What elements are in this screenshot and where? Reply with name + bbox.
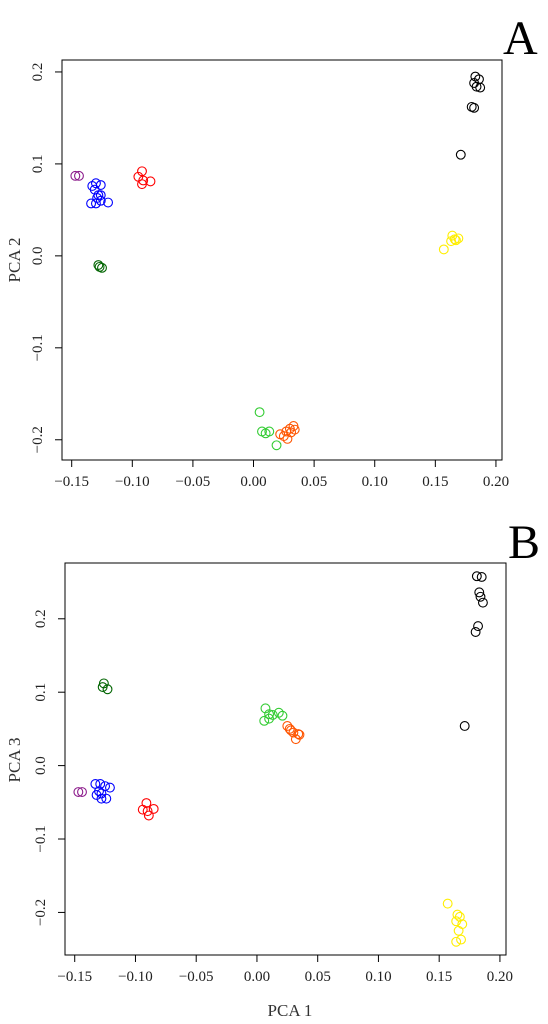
y-tick-label: 0.0	[33, 756, 49, 775]
data-point	[259, 715, 270, 726]
data-point	[438, 244, 449, 255]
x-tick-label: −0.15	[54, 474, 89, 490]
data-point	[148, 803, 159, 814]
data-point	[142, 806, 153, 817]
data-point	[451, 916, 462, 927]
y-tick-label: 0.1	[33, 683, 49, 702]
x-axis-label: PCA 1	[268, 1001, 313, 1020]
data-point	[137, 179, 147, 190]
x-tick-label: −0.10	[115, 474, 150, 490]
data-point	[90, 178, 101, 189]
y-tick-label: −0.2	[30, 426, 46, 453]
y-tick-label: 0.2	[30, 63, 46, 82]
data-point	[451, 936, 462, 947]
data-point	[475, 82, 486, 93]
data-point	[456, 934, 466, 945]
data-point	[264, 709, 275, 720]
data-point	[273, 707, 284, 718]
x-tick-label: 0.10	[362, 474, 388, 490]
x-tick-label: 0.15	[426, 969, 452, 985]
data-point	[471, 571, 482, 582]
data-point	[286, 427, 297, 438]
y-tick-label: 0.1	[30, 155, 46, 174]
data-point	[105, 782, 115, 793]
data-point	[77, 787, 87, 797]
x-tick-label: −0.05	[176, 474, 211, 490]
x-tick-label: 0.20	[487, 969, 513, 985]
data-point	[284, 723, 295, 734]
panel-a: A −0.15 −0.10 −0.05 0.00 0.05 0.10 0.15 0.20−0.…	[5, 12, 538, 490]
data-point	[102, 684, 113, 695]
y-tick-label: 0.2	[33, 609, 49, 628]
data-point	[453, 233, 464, 244]
panel-b-label: B	[508, 516, 540, 569]
data-point	[452, 909, 463, 920]
data-point	[95, 195, 106, 206]
data-point	[473, 621, 484, 632]
data-point	[470, 627, 481, 637]
data-point	[290, 734, 301, 745]
data-point	[254, 407, 265, 418]
plot-area: −0.15 −0.10 −0.05 0.00 0.05 0.10 0.15 0.20 −0.2 −…	[30, 63, 509, 490]
data-point	[90, 198, 101, 209]
y-tick-label: −0.1	[30, 334, 46, 361]
x-tick-label: 0.10	[365, 969, 391, 985]
data-point	[73, 787, 84, 797]
data-point	[277, 710, 288, 721]
y-tick-label: 0.0	[30, 246, 46, 265]
x-tick-label: 0.00	[240, 474, 266, 490]
data-point	[86, 198, 97, 209]
x-tick-label: −0.15	[57, 969, 92, 985]
plot-area: −0.15 −0.10 −0.05 0.00 0.05 0.10 0.15 0.20 −0.2 −…	[33, 571, 513, 985]
data-point	[101, 793, 112, 804]
data-point	[293, 729, 304, 739]
data-point	[442, 898, 453, 909]
data-point	[141, 798, 152, 808]
y-tick-label: −0.1	[33, 825, 49, 852]
y-axis-label: PCA 2	[5, 238, 24, 283]
data-point	[267, 710, 278, 720]
x-tick-label: 0.00	[244, 969, 270, 985]
x-tick-label: 0.05	[301, 474, 327, 490]
plot-frame	[64, 562, 507, 956]
panel-a-label: A	[503, 12, 538, 65]
data-point	[143, 810, 154, 821]
data-point	[459, 721, 470, 731]
data-point	[288, 727, 299, 738]
data-point	[95, 190, 106, 201]
data-point	[74, 170, 84, 181]
data-point	[469, 102, 480, 113]
data-point	[97, 262, 107, 273]
data-point	[264, 713, 275, 724]
data-point	[97, 682, 108, 693]
data-point	[453, 925, 464, 936]
y-tick-label: −0.2	[33, 899, 49, 926]
data-point	[474, 587, 485, 598]
data-point	[95, 180, 106, 191]
data-point	[264, 426, 275, 437]
data-point	[455, 149, 466, 160]
x-tick-label: 0.05	[305, 969, 331, 985]
x-tick-label: 0.15	[422, 474, 448, 490]
x-tick-label: −0.05	[179, 969, 214, 985]
data-point	[260, 703, 271, 714]
plot-frame	[61, 59, 503, 461]
data-point	[271, 440, 282, 451]
panel-b: B −0.15 −0.10 −0.05 0.00 0.05 0.10 0.15 0.20−0.…	[5, 516, 540, 1020]
data-point	[476, 571, 487, 582]
data-point	[477, 597, 488, 608]
data-point	[137, 804, 148, 815]
data-point	[446, 236, 457, 247]
data-point	[103, 197, 114, 208]
data-point	[475, 591, 486, 602]
data-point	[471, 81, 482, 92]
x-tick-label: −0.10	[118, 969, 153, 985]
data-point	[450, 235, 461, 246]
data-point	[95, 779, 106, 789]
x-tick-label: 0.20	[483, 474, 509, 490]
data-point	[70, 170, 81, 181]
y-axis-label: PCA 3	[5, 738, 24, 783]
data-point	[96, 793, 107, 804]
